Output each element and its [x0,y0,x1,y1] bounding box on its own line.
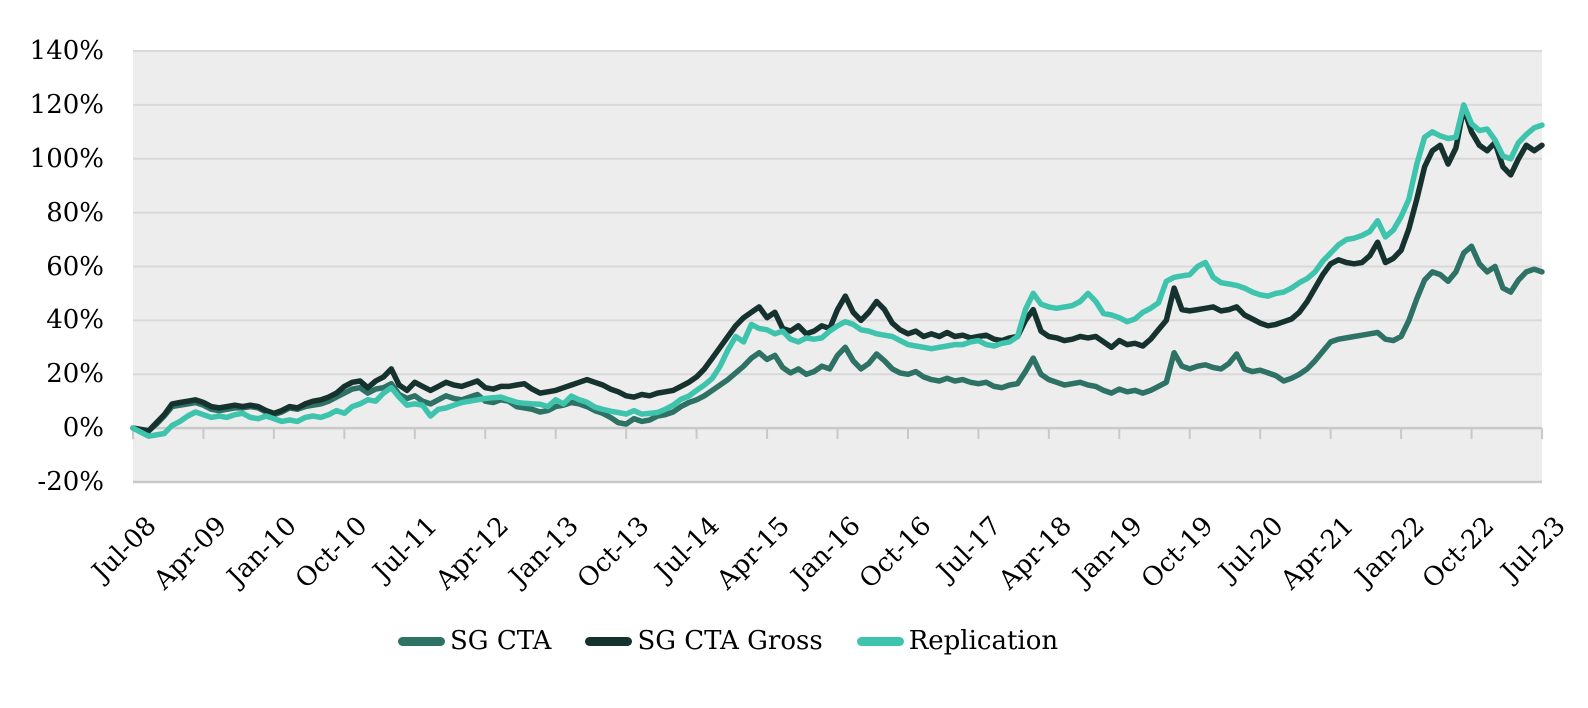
y-axis-tick-label: 80% [46,197,104,228]
legend-swatch-replication [856,636,904,646]
chart-legend: SG CTA SG CTA Gross Replication [398,626,1058,656]
legend-swatch-sg-cta [398,636,445,646]
legend-swatch-sg-cta-gross [585,636,633,646]
y-axis-tick-label: 20% [46,359,104,390]
y-axis-tick-label: 40% [46,305,104,336]
legend-item-sg-cta: SG CTA [398,626,551,656]
series-line-replication [130,102,1545,439]
legend-label-sg-cta: SG CTA [450,626,552,656]
y-axis-tick-label: 140% [29,36,104,66]
series-line-sg-cta-gross [130,104,1545,434]
y-axis-tick-label: 0% [62,413,104,444]
legend-label-replication: Replication [908,626,1059,656]
series-line-sg-cta [130,243,1545,434]
y-axis-tick-label: -20% [37,467,104,497]
legend-item-replication: Replication [856,626,1059,656]
legend-label-sg-cta-gross: SG CTA Gross [637,626,823,656]
y-axis-tick-label: 60% [46,251,104,282]
y-axis-tick-label: 120% [29,89,104,120]
legend-item-sg-cta-gross: SG CTA Gross [585,626,823,656]
y-axis-tick-label: 100% [29,143,104,174]
